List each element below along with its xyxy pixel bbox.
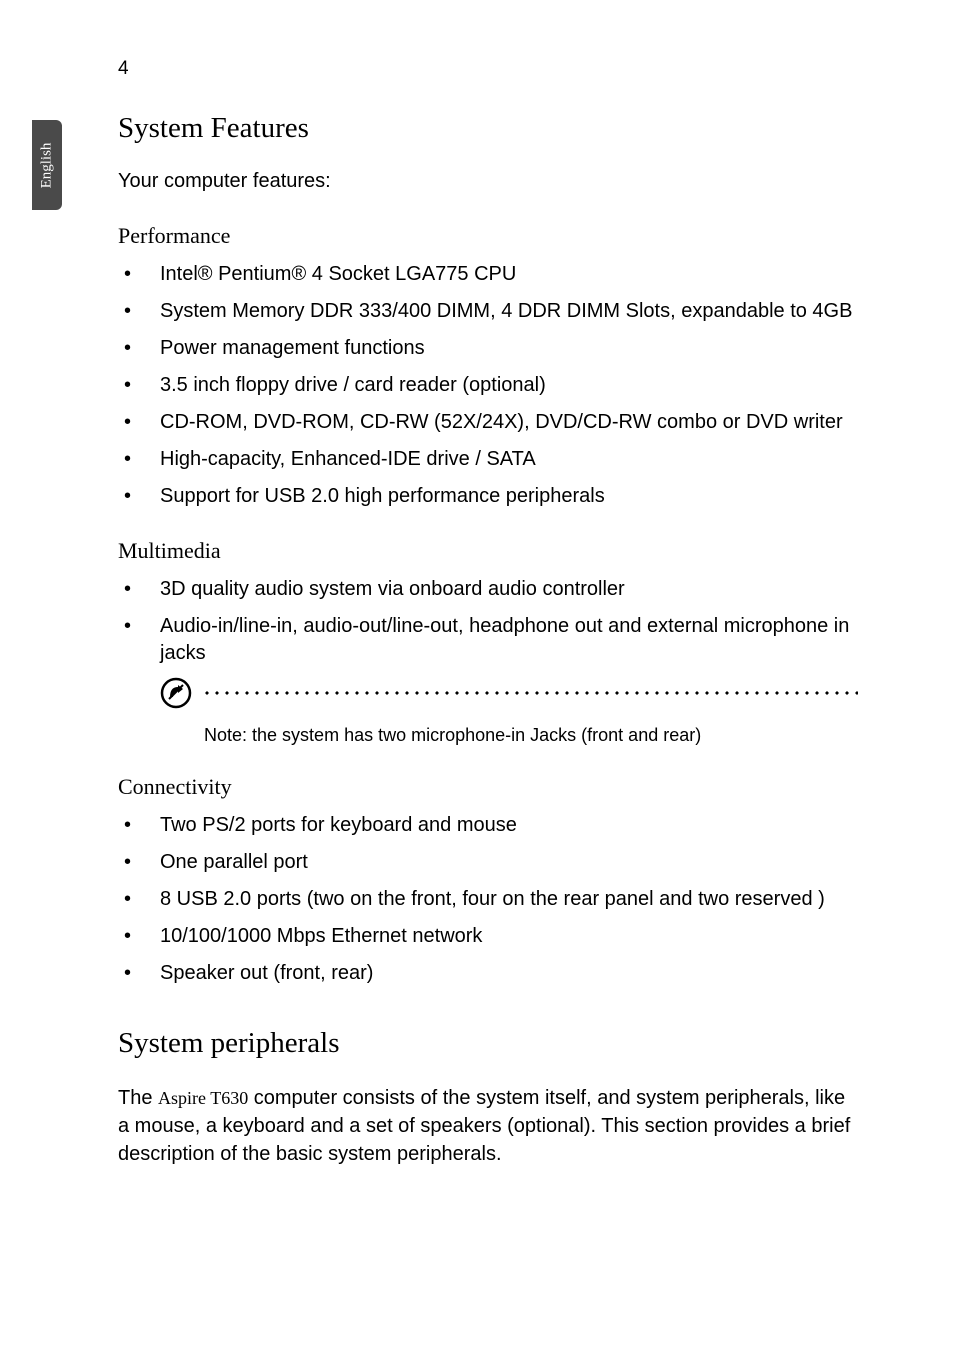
model-name: Aspire T630: [158, 1088, 248, 1108]
list-item: 3D quality audio system via onboard audi…: [118, 576, 858, 603]
list-item: Intel® Pentium® 4 Socket LGA775 CPU: [118, 261, 858, 288]
list-item: CD-ROM, DVD-ROM, CD-RW (52X/24X), DVD/CD…: [118, 409, 858, 436]
heading-performance: Performance: [118, 223, 858, 249]
note-icon: [160, 677, 192, 709]
dotted-rule: [202, 691, 858, 695]
list-item: Support for USB 2.0 high performance per…: [118, 483, 858, 510]
peripherals-paragraph: The Aspire T630 computer consists of the…: [118, 1084, 858, 1168]
note-body: the system has two microphone-in Jacks (…: [247, 725, 701, 745]
performance-list: Intel® Pentium® 4 Socket LGA775 CPU Syst…: [118, 261, 858, 510]
note-block: Note: the system has two microphone-in J…: [160, 677, 858, 746]
heading-connectivity: Connectivity: [118, 774, 858, 800]
note-text: Note: the system has two microphone-in J…: [204, 725, 858, 746]
list-item: Two PS/2 ports for keyboard and mouse: [118, 812, 858, 839]
list-item: One parallel port: [118, 849, 858, 876]
peripherals-pre: The: [118, 1087, 158, 1109]
multimedia-list: 3D quality audio system via onboard audi…: [118, 576, 858, 667]
heading-system-features: System Features: [118, 112, 858, 145]
language-tab-label: English: [39, 142, 56, 188]
page-number: 4: [118, 58, 129, 80]
list-item: System Memory DDR 333/400 DIMM, 4 DDR DI…: [118, 298, 858, 325]
list-item: Speaker out (front, rear): [118, 960, 858, 987]
language-tab: English: [32, 120, 62, 210]
list-item: 8 USB 2.0 ports (two on the front, four …: [118, 886, 858, 913]
list-item: Power management functions: [118, 335, 858, 362]
list-item: Audio-in/line-in, audio-out/line-out, he…: [118, 613, 858, 667]
note-row: [160, 677, 858, 709]
note-label: Note:: [204, 725, 247, 745]
list-item: High-capacity, Enhanced-IDE drive / SATA: [118, 446, 858, 473]
connectivity-list: Two PS/2 ports for keyboard and mouse On…: [118, 812, 858, 987]
intro-text: Your computer features:: [118, 167, 858, 195]
heading-system-peripherals: System peripherals: [118, 1027, 858, 1060]
heading-multimedia: Multimedia: [118, 538, 858, 564]
page-content: System Features Your computer features: …: [118, 112, 858, 1168]
list-item: 10/100/1000 Mbps Ethernet network: [118, 923, 858, 950]
list-item: 3.5 inch floppy drive / card reader (opt…: [118, 372, 858, 399]
